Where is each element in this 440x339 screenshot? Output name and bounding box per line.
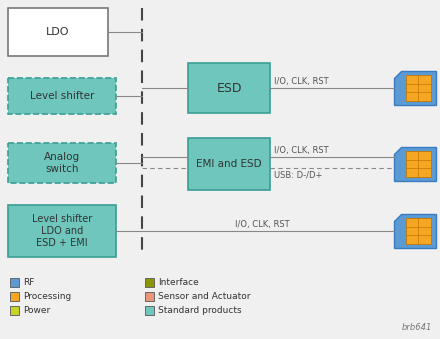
Bar [188,63,270,113]
Bar [406,151,431,177]
Bar [8,8,108,56]
Bar [8,143,116,183]
Polygon shape [394,71,436,105]
Text: USB: D-/D+: USB: D-/D+ [274,170,323,179]
Text: Interface: Interface [158,278,199,287]
Polygon shape [394,214,436,248]
Text: brb641: brb641 [402,323,432,332]
Text: Level shifter: Level shifter [30,91,94,101]
Text: ESD: ESD [216,81,242,95]
Bar [406,218,431,244]
Text: Processing: Processing [23,292,71,301]
Bar [145,278,154,287]
Text: Standard products: Standard products [158,306,242,315]
Text: I/O, CLK, RST: I/O, CLK, RST [235,220,290,229]
Text: I/O, CLK, RST: I/O, CLK, RST [274,146,329,155]
Bar [188,138,270,190]
Text: LDO: LDO [46,27,70,37]
Text: EMI and ESD: EMI and ESD [196,159,262,169]
Bar [8,78,116,114]
Text: Power: Power [23,306,50,315]
Bar [406,75,431,101]
Text: Sensor and Actuator: Sensor and Actuator [158,292,250,301]
Text: I/O, CLK, RST: I/O, CLK, RST [274,77,329,86]
Bar [8,205,116,257]
Bar [10,278,19,287]
Bar [145,306,154,315]
Polygon shape [394,147,436,181]
Text: Analog
switch: Analog switch [44,152,80,174]
Text: RF: RF [23,278,34,287]
Bar [145,292,154,301]
Bar [10,306,19,315]
Text: Level shifter
LDO and
ESD + EMI: Level shifter LDO and ESD + EMI [32,214,92,248]
Bar [10,292,19,301]
